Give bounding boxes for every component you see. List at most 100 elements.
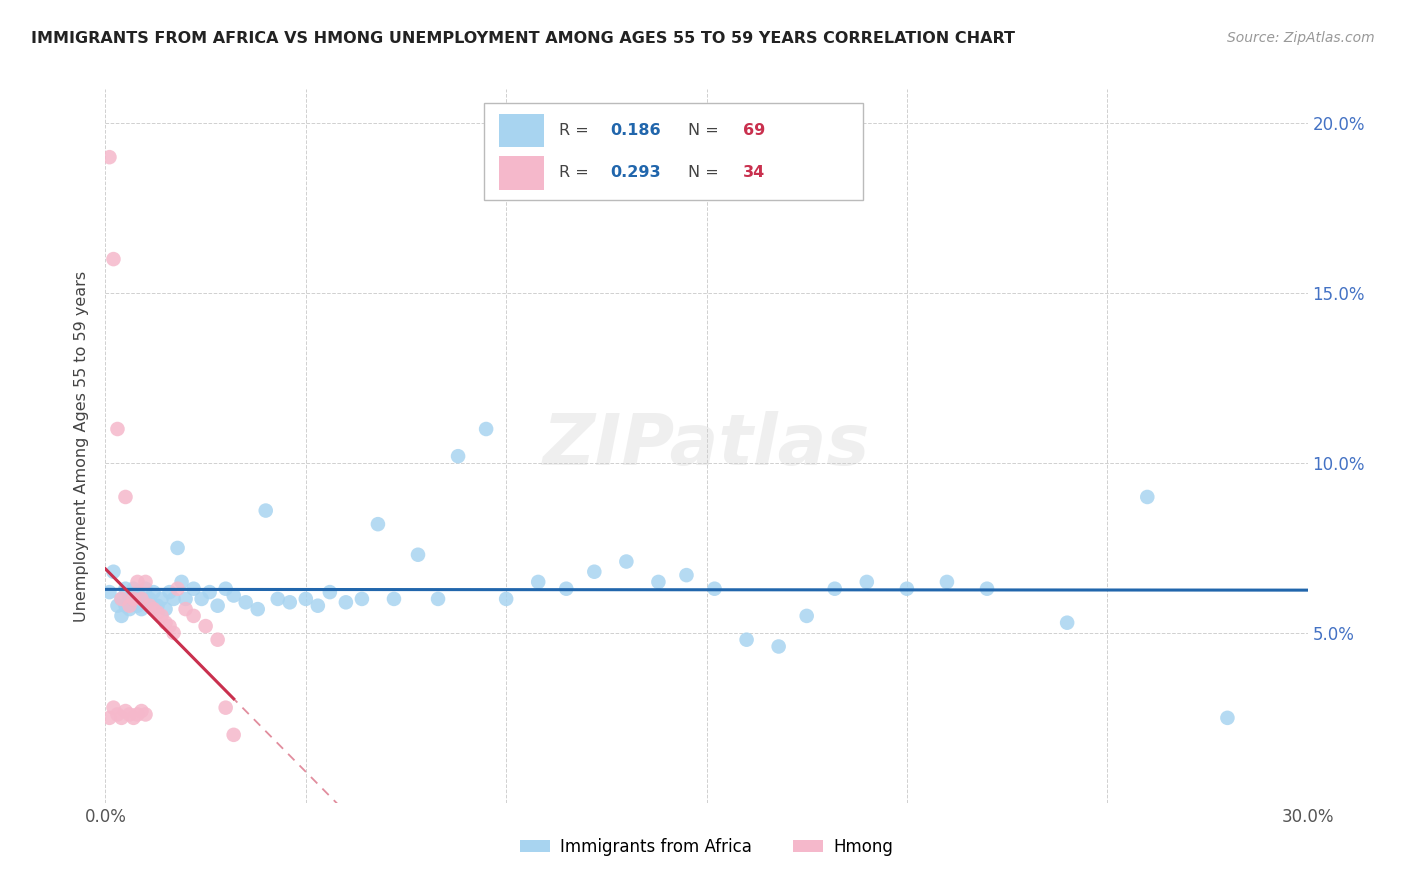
Point [350, 591, 373, 606]
Point [142, 602, 165, 616]
Point [183, 608, 205, 623]
Point [110, 711, 132, 725]
Point [114, 490, 136, 504]
Point [118, 707, 141, 722]
Point [1136, 490, 1159, 504]
Point [107, 707, 129, 722]
Point [114, 704, 136, 718]
Point [214, 700, 236, 714]
Point [527, 574, 550, 589]
Point [138, 591, 160, 606]
Text: 69: 69 [742, 123, 765, 138]
Point [155, 602, 177, 616]
Point [214, 582, 236, 596]
Point [382, 591, 405, 606]
Point [114, 582, 136, 596]
Point [122, 582, 145, 596]
Point [824, 582, 846, 596]
Point [127, 599, 149, 613]
Point [855, 574, 877, 589]
Point [118, 602, 141, 616]
Point [131, 591, 153, 606]
Point [768, 640, 790, 654]
Point [135, 707, 157, 722]
Point [142, 585, 165, 599]
Point [703, 582, 725, 596]
Point [166, 582, 188, 596]
Point [246, 602, 269, 616]
Text: Source: ZipAtlas.com: Source: ZipAtlas.com [1227, 31, 1375, 45]
Point [170, 574, 193, 589]
Point [107, 422, 129, 436]
Point [135, 595, 157, 609]
Point [135, 574, 157, 589]
Point [103, 700, 125, 714]
Point [896, 582, 918, 596]
Point [98, 585, 121, 599]
Point [159, 619, 181, 633]
Point [103, 252, 125, 266]
Point [583, 565, 606, 579]
Text: R =: R = [558, 123, 593, 138]
Point [122, 591, 145, 606]
Point [222, 728, 245, 742]
Point [675, 568, 697, 582]
Point [174, 602, 197, 616]
Point [207, 599, 229, 613]
Legend: Immigrants from Africa, Hmong: Immigrants from Africa, Hmong [513, 831, 900, 863]
Point [319, 585, 342, 599]
Point [162, 626, 184, 640]
Point [98, 150, 121, 164]
Point [118, 599, 141, 613]
Text: ZIPatlas: ZIPatlas [543, 411, 870, 481]
Text: R =: R = [558, 165, 593, 180]
Point [735, 632, 758, 647]
Point [190, 591, 212, 606]
Point [118, 591, 141, 606]
Point [114, 599, 136, 613]
Text: 0.293: 0.293 [610, 165, 661, 180]
Text: N =: N = [689, 123, 724, 138]
Point [194, 619, 217, 633]
Point [647, 574, 669, 589]
Text: 0.186: 0.186 [610, 123, 661, 138]
Point [131, 704, 153, 718]
Point [135, 582, 157, 596]
Point [198, 585, 221, 599]
Point [267, 591, 290, 606]
Point [110, 591, 132, 606]
Point [131, 591, 153, 606]
Point [122, 595, 145, 609]
Point [131, 602, 153, 616]
Point [174, 591, 197, 606]
Point [1056, 615, 1078, 630]
Point [103, 565, 125, 579]
Point [159, 585, 181, 599]
Point [427, 591, 450, 606]
Point [235, 595, 257, 609]
Point [976, 582, 998, 596]
Point [406, 548, 429, 562]
Point [146, 599, 169, 613]
Point [616, 555, 638, 569]
Point [142, 602, 165, 616]
Text: 34: 34 [742, 165, 765, 180]
FancyBboxPatch shape [499, 113, 544, 147]
Point [98, 711, 121, 725]
Point [162, 591, 184, 606]
Point [335, 595, 357, 609]
Point [222, 589, 245, 603]
Point [447, 449, 470, 463]
Point [127, 585, 149, 599]
FancyBboxPatch shape [484, 103, 863, 200]
Point [166, 541, 188, 555]
Point [110, 608, 132, 623]
Point [146, 606, 169, 620]
Point [367, 517, 389, 532]
Point [796, 608, 818, 623]
Point [127, 574, 149, 589]
Text: IMMIGRANTS FROM AFRICA VS HMONG UNEMPLOYMENT AMONG AGES 55 TO 59 YEARS CORRELATI: IMMIGRANTS FROM AFRICA VS HMONG UNEMPLOY… [31, 31, 1015, 46]
Point [138, 599, 160, 613]
FancyBboxPatch shape [499, 156, 544, 190]
Point [110, 591, 132, 606]
